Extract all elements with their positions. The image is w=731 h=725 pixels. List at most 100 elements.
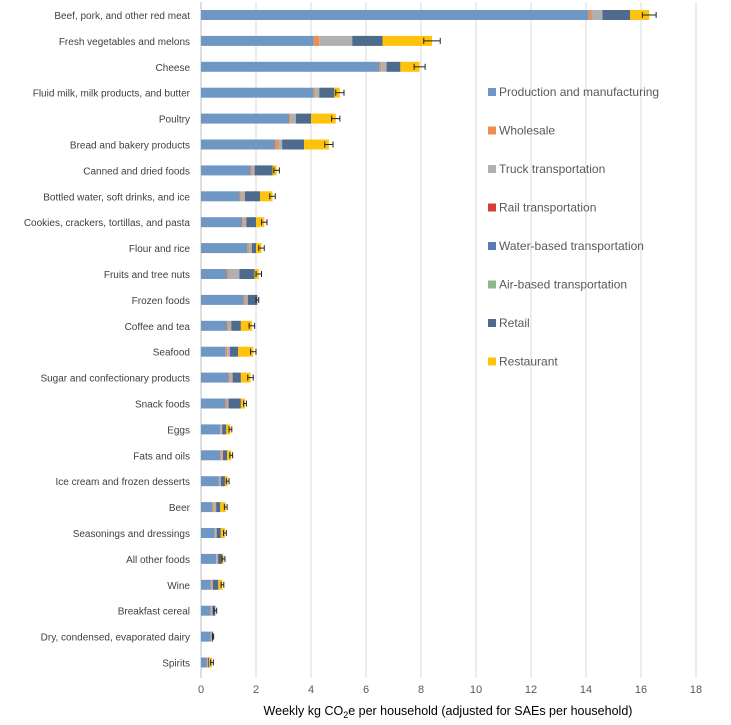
- bar-segment: [231, 320, 241, 331]
- bar-segment: [352, 35, 383, 46]
- category-label: Snack foods: [135, 400, 190, 411]
- bar-segment: [240, 372, 251, 383]
- bar-segment: [201, 269, 228, 279]
- legend-swatch: [488, 88, 496, 96]
- bar-segment: [201, 450, 221, 461]
- bar-segment: [275, 139, 278, 150]
- category-label: Poultry: [159, 115, 190, 126]
- bar-segment: [201, 191, 240, 202]
- bar-segment: [311, 113, 336, 124]
- x-tick-label: 12: [525, 684, 537, 696]
- legend-label: Retail: [499, 316, 530, 330]
- bar-segment: [220, 528, 225, 538]
- bar-segment: [290, 113, 296, 124]
- category-label: Bread and bakery products: [70, 141, 190, 152]
- x-axis-title-suffix: e per household (adjusted for SAEs per h…: [348, 704, 632, 718]
- x-axis-title: Weekly kg CO2e per household (adjusted f…: [264, 704, 633, 720]
- bar-segment: [201, 553, 217, 564]
- category-label: Canned and dried foods: [83, 166, 190, 177]
- x-tick-label: 0: [198, 684, 204, 696]
- bar-segment: [218, 579, 223, 590]
- bar-segment: [212, 579, 219, 590]
- category-label: Sugar and confectionary products: [40, 374, 190, 385]
- bar-segment: [239, 269, 255, 279]
- bar-segment: [211, 579, 213, 590]
- bars: [201, 10, 650, 668]
- bar-segment: [319, 87, 335, 98]
- bar-segment: [242, 217, 244, 228]
- gridlines: [200, 2, 697, 678]
- bar-segment: [216, 553, 217, 564]
- x-tick-labels: 0 2 4 6 8 10 12 14 16 18: [198, 684, 702, 696]
- category-label: Fresh vegetables and melons: [59, 37, 190, 48]
- category-label: Dry, condensed, evaporated dairy: [41, 633, 190, 644]
- bar-segment: [201, 528, 215, 538]
- bar-segment: [220, 450, 222, 461]
- bar-segment: [201, 139, 276, 150]
- bar-segment: [229, 372, 233, 383]
- bar-segment: [282, 139, 305, 150]
- bar-segment: [379, 61, 382, 72]
- bar-segment: [386, 61, 401, 72]
- bar-segment: [245, 294, 248, 305]
- bar-segment: [238, 346, 254, 357]
- bar-segment: [247, 294, 258, 305]
- bar-segment: [201, 35, 314, 46]
- bar-segment: [246, 217, 256, 228]
- bar-segment: [201, 502, 212, 513]
- bar-segment: [220, 502, 226, 513]
- legend-label: Restaurant: [499, 355, 558, 369]
- bar-segment: [295, 113, 311, 124]
- bar-segment: [201, 87, 314, 98]
- category-label: Frozen foods: [132, 296, 190, 307]
- category-label: Cheese: [156, 63, 191, 74]
- bar-segment: [289, 113, 291, 124]
- category-label: Coffee and tea: [125, 322, 191, 333]
- bar-segment: [630, 10, 650, 20]
- bar-segment: [381, 61, 387, 72]
- bar-segment: [201, 113, 289, 124]
- bar-segment: [201, 217, 243, 228]
- bar-segment: [251, 243, 256, 254]
- legend-label: Water-based transportation: [499, 239, 644, 253]
- bar-segment: [278, 139, 283, 150]
- bar-segment: [201, 657, 207, 668]
- bar-segment: [201, 372, 229, 383]
- x-tick-label: 4: [308, 684, 314, 696]
- bar-segment: [228, 372, 230, 383]
- bar-segment: [260, 191, 273, 202]
- bar-segment: [207, 657, 208, 668]
- category-label: Bottled water, soft drinks, and ice: [43, 192, 190, 203]
- bar-segment: [201, 294, 244, 305]
- bar-segment: [207, 657, 210, 668]
- bar-segment: [229, 346, 239, 357]
- bar-segment: [588, 10, 592, 20]
- bar-segment: [220, 476, 225, 487]
- bar-segment: [216, 502, 221, 513]
- category-label: Spirits: [162, 659, 190, 670]
- bar-segment: [227, 398, 229, 409]
- legend-label: Production and manufacturing: [499, 85, 659, 99]
- category-label: Fluid milk, milk products, and butter: [33, 89, 191, 100]
- bar-segment: [227, 450, 232, 461]
- bar-segment: [210, 579, 212, 590]
- bar-segment: [232, 372, 241, 383]
- bar-segment: [201, 320, 228, 331]
- bar-segment: [239, 191, 241, 202]
- bar-segment: [201, 398, 226, 409]
- legend-swatch: [488, 126, 496, 135]
- category-label: Cookies, crackers, tortillas, and pasta: [24, 218, 191, 229]
- bar-segment: [216, 528, 221, 538]
- legend: Production and manufacturing Wholesale Tru…: [488, 85, 659, 369]
- x-tick-label: 10: [470, 684, 482, 696]
- bar-segment: [250, 165, 252, 176]
- legend-label: Truck transportation: [499, 162, 605, 176]
- legend-label: Wholesale: [499, 124, 555, 138]
- bar-segment: [220, 424, 223, 435]
- legend-swatch: [488, 242, 496, 250]
- error-bars: [210, 12, 657, 666]
- bar-segment: [201, 605, 211, 616]
- bar-segment: [249, 243, 252, 254]
- bar-segment: [240, 191, 245, 202]
